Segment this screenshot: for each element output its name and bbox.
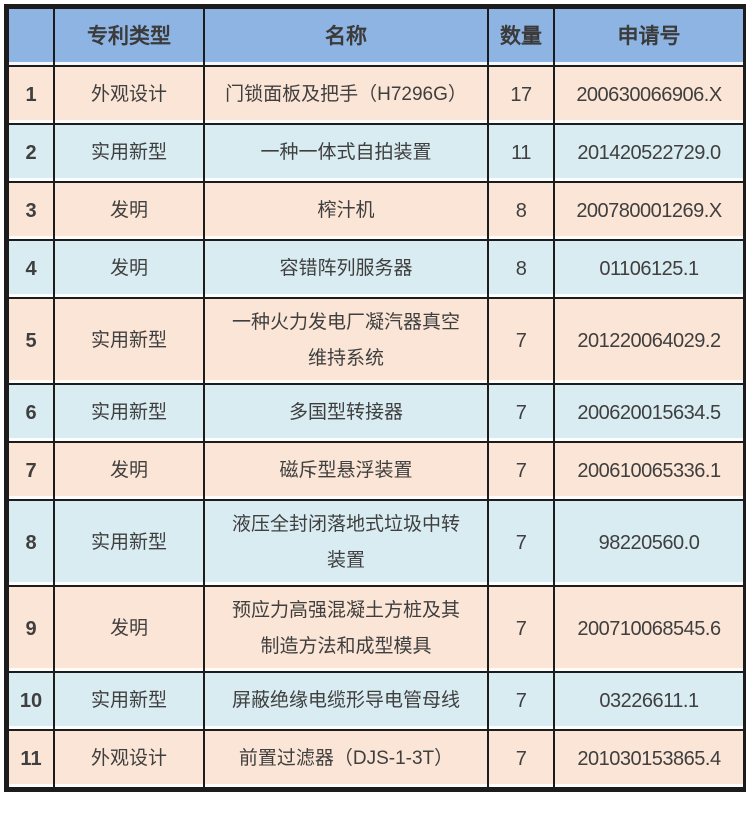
application-number-cell: 200630066906.X [553,65,745,125]
count-cell: 7 [487,585,555,673]
table-row: 8 实用新型 液压全封闭落地式垃圾中转 装置 7 98220560.0 [7,499,745,587]
patent-name-cell: 屏蔽绝缘电缆形导电管母线 [203,671,489,731]
table-row: 7 发明 磁斥型悬浮装置 7 200610065336.1 [7,441,745,501]
patent-type-cell: 实用新型 [53,671,205,731]
patent-name-cell: 榨汁机 [203,181,489,241]
row-index-cell: 6 [7,383,55,443]
patent-type-cell: 发明 [53,181,205,241]
row-index-cell: 7 [7,441,55,501]
count-cell: 7 [487,383,555,443]
table-row: 5 实用新型 一种火力发电厂凝汽器真空 维持系统 7 201220064029.… [7,297,745,385]
application-number-cell: 201030153865.4 [553,729,745,789]
table-row: 10 实用新型 屏蔽绝缘电缆形导电管母线 7 03226611.1 [7,671,745,731]
row-index-cell: 4 [7,239,55,299]
patent-type-cell: 外观设计 [53,65,205,125]
patent-type-cell: 外观设计 [53,729,205,789]
table-row: 4 发明 容错阵列服务器 8 01106125.1 [7,239,745,299]
header-cell-patent-type: 专利类型 [53,7,205,67]
count-cell: 7 [487,297,555,385]
patent-type-cell: 发明 [53,441,205,501]
header-row: 专利类型 名称 数量 申请号 [7,7,745,67]
row-index-cell: 9 [7,585,55,673]
row-index-cell: 2 [7,123,55,183]
row-index-cell: 1 [7,65,55,125]
row-index-cell: 11 [7,729,55,789]
patent-name-cell: 磁斥型悬浮装置 [203,441,489,501]
application-number-cell: 200710068545.6 [553,585,745,673]
count-cell: 7 [487,671,555,731]
patent-type-cell: 实用新型 [53,383,205,443]
header-cell-count: 数量 [487,7,555,67]
patent-type-cell: 实用新型 [53,499,205,587]
patent-type-cell: 实用新型 [53,297,205,385]
patent-name-cell: 液压全封闭落地式垃圾中转 装置 [203,499,489,587]
count-cell: 7 [487,499,555,587]
application-number-cell: 201220064029.2 [553,297,745,385]
table-row: 2 实用新型 一种一体式自拍装置 11 201420522729.0 [7,123,745,183]
application-number-cell: 98220560.0 [553,499,745,587]
application-number-cell: 03226611.1 [553,671,745,731]
patent-name-cell: 容错阵列服务器 [203,239,489,299]
application-number-cell: 200610065336.1 [553,441,745,501]
header-cell-index [7,7,55,67]
table-row: 3 发明 榨汁机 8 200780001269.X [7,181,745,241]
header-cell-name: 名称 [203,7,489,67]
header-cell-application-number: 申请号 [553,7,745,67]
table-row: 6 实用新型 多国型转接器 7 200620015634.5 [7,383,745,443]
patent-name-cell: 一种一体式自拍装置 [203,123,489,183]
row-index-cell: 5 [7,297,55,385]
patent-type-cell: 发明 [53,585,205,673]
table-row: 1 外观设计 门锁面板及把手（H7296G） 17 200630066906.X [7,65,745,125]
row-index-cell: 10 [7,671,55,731]
count-cell: 11 [487,123,555,183]
count-cell: 8 [487,181,555,241]
table-row: 11 外观设计 前置过滤器（DJS-1-3T） 7 201030153865.4 [7,729,745,789]
application-number-cell: 200620015634.5 [553,383,745,443]
row-index-cell: 8 [7,499,55,587]
application-number-cell: 200780001269.X [553,181,745,241]
row-index-cell: 3 [7,181,55,241]
patent-name-cell: 门锁面板及把手（H7296G） [203,65,489,125]
count-cell: 7 [487,729,555,789]
count-cell: 17 [487,65,555,125]
table-body: 1 外观设计 门锁面板及把手（H7296G） 17 200630066906.X… [7,65,745,789]
count-cell: 7 [487,441,555,501]
patent-type-cell: 实用新型 [53,123,205,183]
patent-table-frame: 专利类型 名称 数量 申请号 1 外观设计 门锁面板及把手（H7296G） 17… [4,4,746,792]
count-cell: 8 [487,239,555,299]
patent-name-cell: 多国型转接器 [203,383,489,443]
application-number-cell: 201420522729.0 [553,123,745,183]
application-number-cell: 01106125.1 [553,239,745,299]
patent-table: 专利类型 名称 数量 申请号 1 外观设计 门锁面板及把手（H7296G） 17… [7,7,745,789]
patent-type-cell: 发明 [53,239,205,299]
patent-name-cell: 一种火力发电厂凝汽器真空 维持系统 [203,297,489,385]
patent-name-cell: 前置过滤器（DJS-1-3T） [203,729,489,789]
table-row: 9 发明 预应力高强混凝土方桩及其 制造方法和成型模具 7 2007100685… [7,585,745,673]
patent-name-cell: 预应力高强混凝土方桩及其 制造方法和成型模具 [203,585,489,673]
